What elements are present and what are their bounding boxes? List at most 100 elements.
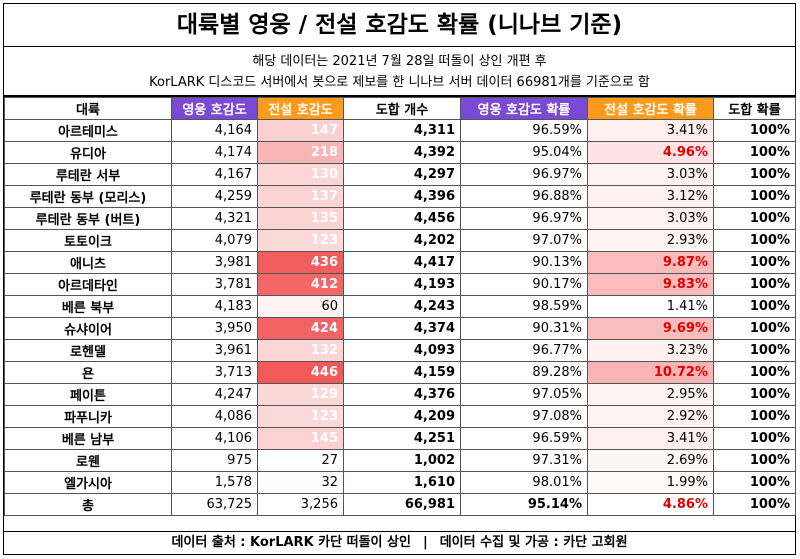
table-row: 파푸니카 4,086 123 4,209 97.08% 2.92% 100% — [4, 405, 796, 428]
cell-hero-pct: 97.05% — [460, 383, 588, 406]
cell-hero: 4,247 — [171, 383, 258, 406]
table-row: 루테란 동부 (버트) 4,321 135 4,456 96.97% 3.03% 100% — [4, 207, 796, 230]
cell-total: 4,456 — [343, 207, 461, 230]
cell-hero: 3,713 — [171, 361, 258, 384]
cell-hero-pct: 97.07% — [460, 229, 588, 252]
subtitle-line-2: KorLARK 디스코드 서버에서 봇으로 제보를 한 니나브 서버 데이터 6… — [149, 75, 650, 90]
cell-total: 4,159 — [343, 361, 461, 384]
cell-hero-pct: 96.77% — [460, 339, 588, 362]
cell-legend-pct: 3.03% — [587, 163, 714, 186]
footer-separator: | — [422, 535, 428, 550]
cell-sum-pct: 100% — [713, 383, 796, 406]
footer-source: 데이터 출처 : KorLARK 카단 떠돌이 상인 — [171, 535, 411, 550]
cell-hero: 4,167 — [171, 163, 258, 186]
cell-legend-pct: 9.87% — [587, 251, 714, 274]
cell-hero-pct: 90.13% — [460, 251, 588, 274]
table-row: 유디아 4,174 218 4,392 95.04% 4.96% 100% — [4, 141, 796, 164]
cell-hero: 3,981 — [171, 251, 258, 274]
cell-total: 1,610 — [343, 471, 461, 494]
cell-legend: 145 — [257, 427, 344, 450]
cell-sum-pct: 100% — [713, 339, 796, 362]
cell-total: 4,243 — [343, 295, 461, 318]
header-legend: 전설 호감도 — [257, 97, 344, 120]
cell-total: 4,209 — [343, 405, 461, 428]
cell-hero: 975 — [171, 449, 258, 472]
cell-continent: 아르데타인 — [4, 273, 172, 296]
table-row: 로웬 975 27 1,002 97.31% 2.69% 100% — [4, 449, 796, 472]
table-row: 루테란 서부 4,167 130 4,297 96.97% 3.03% 100% — [4, 163, 796, 186]
page-title: 대륙별 영웅 / 전설 호감도 확률 (니나브 기준) — [4, 4, 795, 47]
cell-legend-pct: 1.99% — [587, 471, 714, 494]
cell-hero: 3,781 — [171, 273, 258, 296]
cell-hero: 4,106 — [171, 427, 258, 450]
header-row: 대륙 영웅 호감도 전설 호감도 도합 개수 영웅 호감도 확률 전설 호감도 … — [4, 97, 796, 120]
header-legend-pct: 전설 호감도 확률 — [587, 97, 714, 120]
cell-legend-pct: 3.12% — [587, 185, 714, 208]
table-row: 욘 3,713 446 4,159 89.28% 10.72% 100% — [4, 361, 796, 384]
cell-total: 4,297 — [343, 163, 461, 186]
header-sum-pct: 도합 확률 — [713, 97, 796, 120]
cell-legend-pct: 3.41% — [587, 119, 714, 142]
footer-collector: 데이터 수집 및 가공 : 카단 고회원 — [439, 535, 628, 550]
cell-legend: 147 — [257, 119, 344, 142]
cell-legend-pct: 9.69% — [587, 317, 714, 340]
cell-hero-pct: 96.97% — [460, 207, 588, 230]
cell-sum-pct: 100% — [713, 471, 796, 494]
cell-legend: 436 — [257, 251, 344, 274]
cell-continent: 욘 — [4, 361, 172, 384]
cell-total: 4,396 — [343, 185, 461, 208]
cell-continent: 총 — [4, 493, 172, 516]
cell-sum-pct: 100% — [713, 163, 796, 186]
cell-total: 4,376 — [343, 383, 461, 406]
cell-hero: 3,961 — [171, 339, 258, 362]
table-row: 베른 남부 4,106 145 4,251 96.59% 3.41% 100% — [4, 427, 796, 450]
cell-hero-pct: 96.59% — [460, 119, 588, 142]
cell-sum-pct: 100% — [713, 119, 796, 142]
cell-continent: 엘가시아 — [4, 471, 172, 494]
report-frame: 대륙별 영웅 / 전설 호감도 확률 (니나브 기준) 해당 데이터는 2021… — [3, 3, 796, 555]
cell-sum-pct: 100% — [713, 405, 796, 428]
cell-legend-pct: 2.93% — [587, 229, 714, 252]
cell-hero: 63,725 — [171, 493, 258, 516]
header-hero-pct: 영웅 호감도 확률 — [460, 97, 588, 120]
cell-hero-pct: 90.17% — [460, 273, 588, 296]
cell-legend: 60 — [257, 295, 344, 318]
cell-sum-pct: 100% — [713, 141, 796, 164]
cell-sum-pct: 100% — [713, 295, 796, 318]
total-row: 총 63,725 3,256 66,981 95.14% 4.86% 100% — [4, 493, 796, 516]
cell-hero: 4,321 — [171, 207, 258, 230]
cell-legend-pct: 2.92% — [587, 405, 714, 428]
cell-legend: 132 — [257, 339, 344, 362]
cell-hero: 4,086 — [171, 405, 258, 428]
table-row: 슈샤이어 3,950 424 4,374 90.31% 9.69% 100% — [4, 317, 796, 340]
cell-legend-pct: 2.95% — [587, 383, 714, 406]
cell-total: 66,981 — [343, 493, 461, 516]
cell-continent: 루테란 서부 — [4, 163, 172, 186]
cell-hero-pct: 95.14% — [460, 493, 588, 516]
header-hero: 영웅 호감도 — [171, 97, 258, 120]
table-row: 아르테미스 4,164 147 4,311 96.59% 3.41% 100% — [4, 119, 796, 142]
subtitle-line-1: 해당 데이터는 2021년 7월 28일 떠돌이 상인 개편 후 — [252, 54, 547, 69]
cell-continent: 유디아 — [4, 141, 172, 164]
cell-sum-pct: 100% — [713, 493, 796, 516]
cell-hero: 3,950 — [171, 317, 258, 340]
cell-hero: 4,164 — [171, 119, 258, 142]
cell-legend-pct: 3.41% — [587, 427, 714, 450]
cell-hero-pct: 98.01% — [460, 471, 588, 494]
header-total: 도합 개수 — [343, 97, 461, 120]
cell-legend-pct: 4.96% — [587, 141, 714, 164]
table-row: 루테란 동부 (모리스) 4,259 137 4,396 96.88% 3.12% 100% — [4, 185, 796, 208]
cell-hero-pct: 90.31% — [460, 317, 588, 340]
cell-total: 4,251 — [343, 427, 461, 450]
cell-continent: 파푸니카 — [4, 405, 172, 428]
cell-continent: 토토이크 — [4, 229, 172, 252]
cell-hero-pct: 96.59% — [460, 427, 588, 450]
cell-hero-pct: 96.88% — [460, 185, 588, 208]
cell-hero-pct: 97.08% — [460, 405, 588, 428]
table-row: 페이튼 4,247 129 4,376 97.05% 2.95% 100% — [4, 383, 796, 406]
table-row: 로헨델 3,961 132 4,093 96.77% 3.23% 100% — [4, 339, 796, 362]
cell-continent: 베른 남부 — [4, 427, 172, 450]
cell-continent: 루테란 동부 (버트) — [4, 207, 172, 230]
cell-hero: 4,174 — [171, 141, 258, 164]
cell-legend-pct: 3.03% — [587, 207, 714, 230]
